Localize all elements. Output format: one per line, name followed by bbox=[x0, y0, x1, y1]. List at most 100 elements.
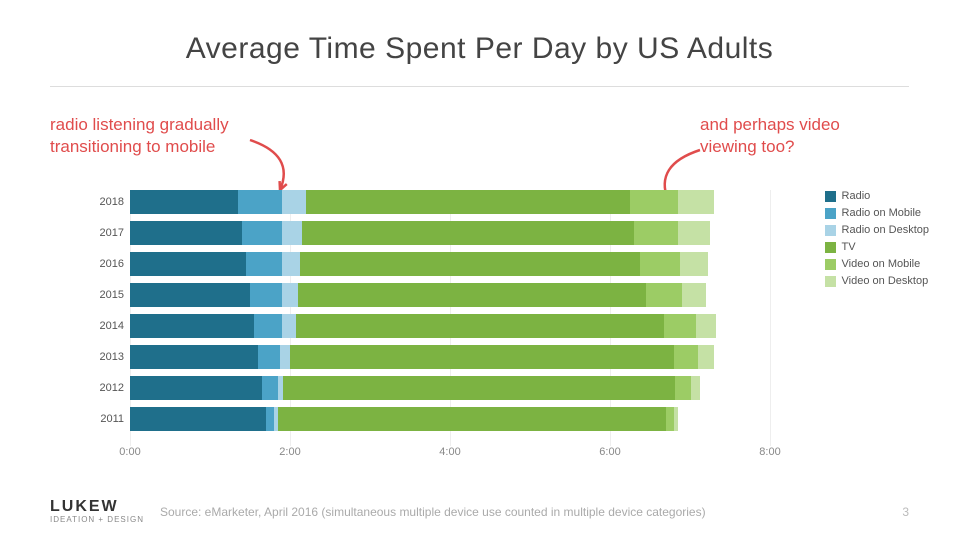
bar-segment bbox=[130, 190, 238, 214]
bar-segment bbox=[298, 283, 646, 307]
legend-swatch bbox=[825, 259, 836, 270]
bar-segment bbox=[282, 252, 300, 276]
bar-segment bbox=[130, 221, 242, 245]
bar-segment bbox=[283, 376, 675, 400]
bar-segment bbox=[250, 283, 282, 307]
bar-segment bbox=[296, 314, 664, 338]
title-underline bbox=[50, 86, 909, 87]
bar-stack bbox=[130, 407, 678, 431]
bar-segment bbox=[678, 221, 710, 245]
bar-segment bbox=[300, 252, 640, 276]
bar-segment bbox=[278, 407, 666, 431]
bar-row: 2014 bbox=[130, 314, 770, 338]
legend-label: Radio bbox=[842, 190, 871, 202]
legend-item: Radio on Desktop bbox=[825, 224, 929, 236]
bar-segment bbox=[640, 252, 680, 276]
bar-segment bbox=[698, 345, 714, 369]
bar-segment bbox=[130, 252, 246, 276]
bar-segment bbox=[646, 283, 682, 307]
bar-segment bbox=[678, 190, 714, 214]
bar-segment bbox=[282, 190, 306, 214]
legend-swatch bbox=[825, 225, 836, 236]
bar-row: 2017 bbox=[130, 221, 770, 245]
bar-segment bbox=[258, 345, 280, 369]
x-tick-label: 0:00 bbox=[119, 446, 140, 458]
legend-item: Video on Mobile bbox=[825, 258, 929, 270]
logo-sub: IDEATION + DESIGN bbox=[50, 515, 144, 524]
bar-segment bbox=[666, 407, 674, 431]
bar-stack bbox=[130, 283, 706, 307]
bar-stack bbox=[130, 221, 710, 245]
legend-item: Radio bbox=[825, 190, 929, 202]
bar-segment bbox=[238, 190, 282, 214]
chart: 20182017201620152014201320122011 0:002:0… bbox=[130, 190, 770, 470]
x-tick-label: 4:00 bbox=[439, 446, 460, 458]
bar-segment bbox=[246, 252, 282, 276]
bar-label: 2017 bbox=[88, 221, 124, 245]
x-axis: 0:002:004:006:008:00 bbox=[130, 446, 770, 466]
bar-segment bbox=[282, 283, 298, 307]
bar-label: 2015 bbox=[88, 283, 124, 307]
bar-label: 2013 bbox=[88, 345, 124, 369]
bar-segment bbox=[130, 407, 266, 431]
bar-row: 2011 bbox=[130, 407, 770, 431]
bar-segment bbox=[130, 283, 250, 307]
legend: Radio Radio on Mobile Radio on Desktop TV Vi… bbox=[825, 190, 929, 292]
bar-segment bbox=[682, 283, 706, 307]
bar-row: 2018 bbox=[130, 190, 770, 214]
bar-label: 2011 bbox=[88, 407, 124, 431]
bar-row: 2012 bbox=[130, 376, 770, 400]
bar-segment bbox=[674, 345, 698, 369]
bar-segment bbox=[242, 221, 282, 245]
bar-label: 2012 bbox=[88, 376, 124, 400]
bar-stack bbox=[130, 376, 700, 400]
x-tick-label: 8:00 bbox=[759, 446, 780, 458]
bar-segment bbox=[691, 376, 701, 400]
bar-stack bbox=[130, 345, 714, 369]
legend-label: Radio on Mobile bbox=[842, 207, 922, 219]
legend-label: TV bbox=[842, 241, 856, 253]
bar-label: 2016 bbox=[88, 252, 124, 276]
bar-stack bbox=[130, 314, 716, 338]
legend-label: Radio on Desktop bbox=[842, 224, 929, 236]
bar-segment bbox=[634, 221, 678, 245]
logo: LUKEW IDEATION + DESIGN bbox=[50, 499, 144, 524]
legend-swatch bbox=[825, 208, 836, 219]
bar-segment bbox=[664, 314, 696, 338]
legend-item: TV bbox=[825, 241, 929, 253]
annotation-1: and perhaps videoviewing too? bbox=[700, 114, 840, 158]
legend-item: Radio on Mobile bbox=[825, 207, 929, 219]
bar-segment bbox=[630, 190, 678, 214]
legend-swatch bbox=[825, 242, 836, 253]
bar-stack bbox=[130, 252, 708, 276]
bar-segment bbox=[302, 221, 634, 245]
bar-segment bbox=[266, 407, 274, 431]
bar-segment bbox=[674, 407, 678, 431]
legend-label: Video on Mobile bbox=[842, 258, 921, 270]
bar-row: 2013 bbox=[130, 345, 770, 369]
x-gridline bbox=[770, 190, 771, 446]
bar-segment bbox=[280, 345, 290, 369]
legend-swatch bbox=[825, 276, 836, 287]
bar-segment bbox=[130, 314, 254, 338]
bar-label: 2018 bbox=[88, 190, 124, 214]
bar-segment bbox=[675, 376, 691, 400]
slide-title: Average Time Spent Per Day by US Adults bbox=[0, 32, 959, 66]
bar-segment bbox=[262, 376, 278, 400]
bar-row: 2016 bbox=[130, 252, 770, 276]
bar-segment bbox=[290, 345, 674, 369]
source-text: Source: eMarketer, April 2016 (simultane… bbox=[160, 505, 902, 519]
x-tick-label: 2:00 bbox=[279, 446, 300, 458]
bars-container: 2018 2017 2016 2015 2014 2013 2012 2011 bbox=[130, 190, 770, 446]
bar-segment bbox=[282, 221, 302, 245]
legend-label: Video on Desktop bbox=[842, 275, 929, 287]
bar-row: 2015 bbox=[130, 283, 770, 307]
legend-item: Video on Desktop bbox=[825, 275, 929, 287]
annotation-0: radio listening graduallytransitioning t… bbox=[50, 114, 229, 158]
bar-segment bbox=[130, 345, 258, 369]
bar-segment bbox=[306, 190, 630, 214]
bar-segment bbox=[680, 252, 708, 276]
bar-segment bbox=[130, 376, 262, 400]
logo-main: LUKEW bbox=[50, 499, 144, 515]
bar-segment bbox=[254, 314, 282, 338]
